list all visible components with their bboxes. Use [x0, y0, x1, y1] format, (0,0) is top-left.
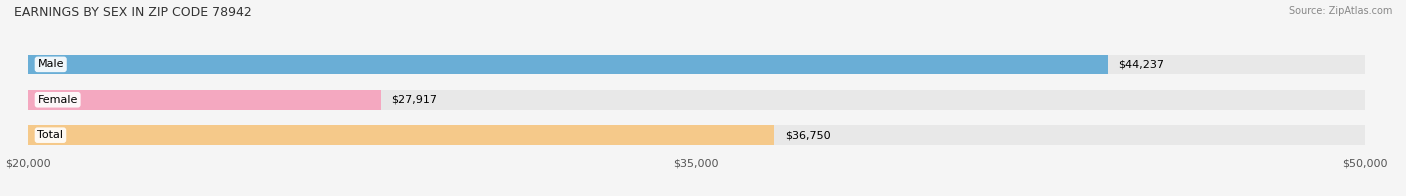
Bar	[28, 90, 1364, 110]
Text: EARNINGS BY SEX IN ZIP CODE 78942: EARNINGS BY SEX IN ZIP CODE 78942	[14, 6, 252, 19]
Bar	[28, 55, 1364, 74]
Text: Female: Female	[38, 95, 77, 105]
Text: Male: Male	[38, 59, 65, 69]
Text: Total: Total	[38, 130, 63, 140]
Bar	[28, 125, 775, 145]
Text: $27,917: $27,917	[391, 95, 437, 105]
Text: $44,237: $44,237	[1119, 59, 1164, 69]
Text: $36,750: $36,750	[785, 130, 831, 140]
Bar	[28, 125, 1364, 145]
Bar	[28, 55, 1108, 74]
Text: Source: ZipAtlas.com: Source: ZipAtlas.com	[1288, 6, 1392, 16]
Bar	[28, 90, 381, 110]
